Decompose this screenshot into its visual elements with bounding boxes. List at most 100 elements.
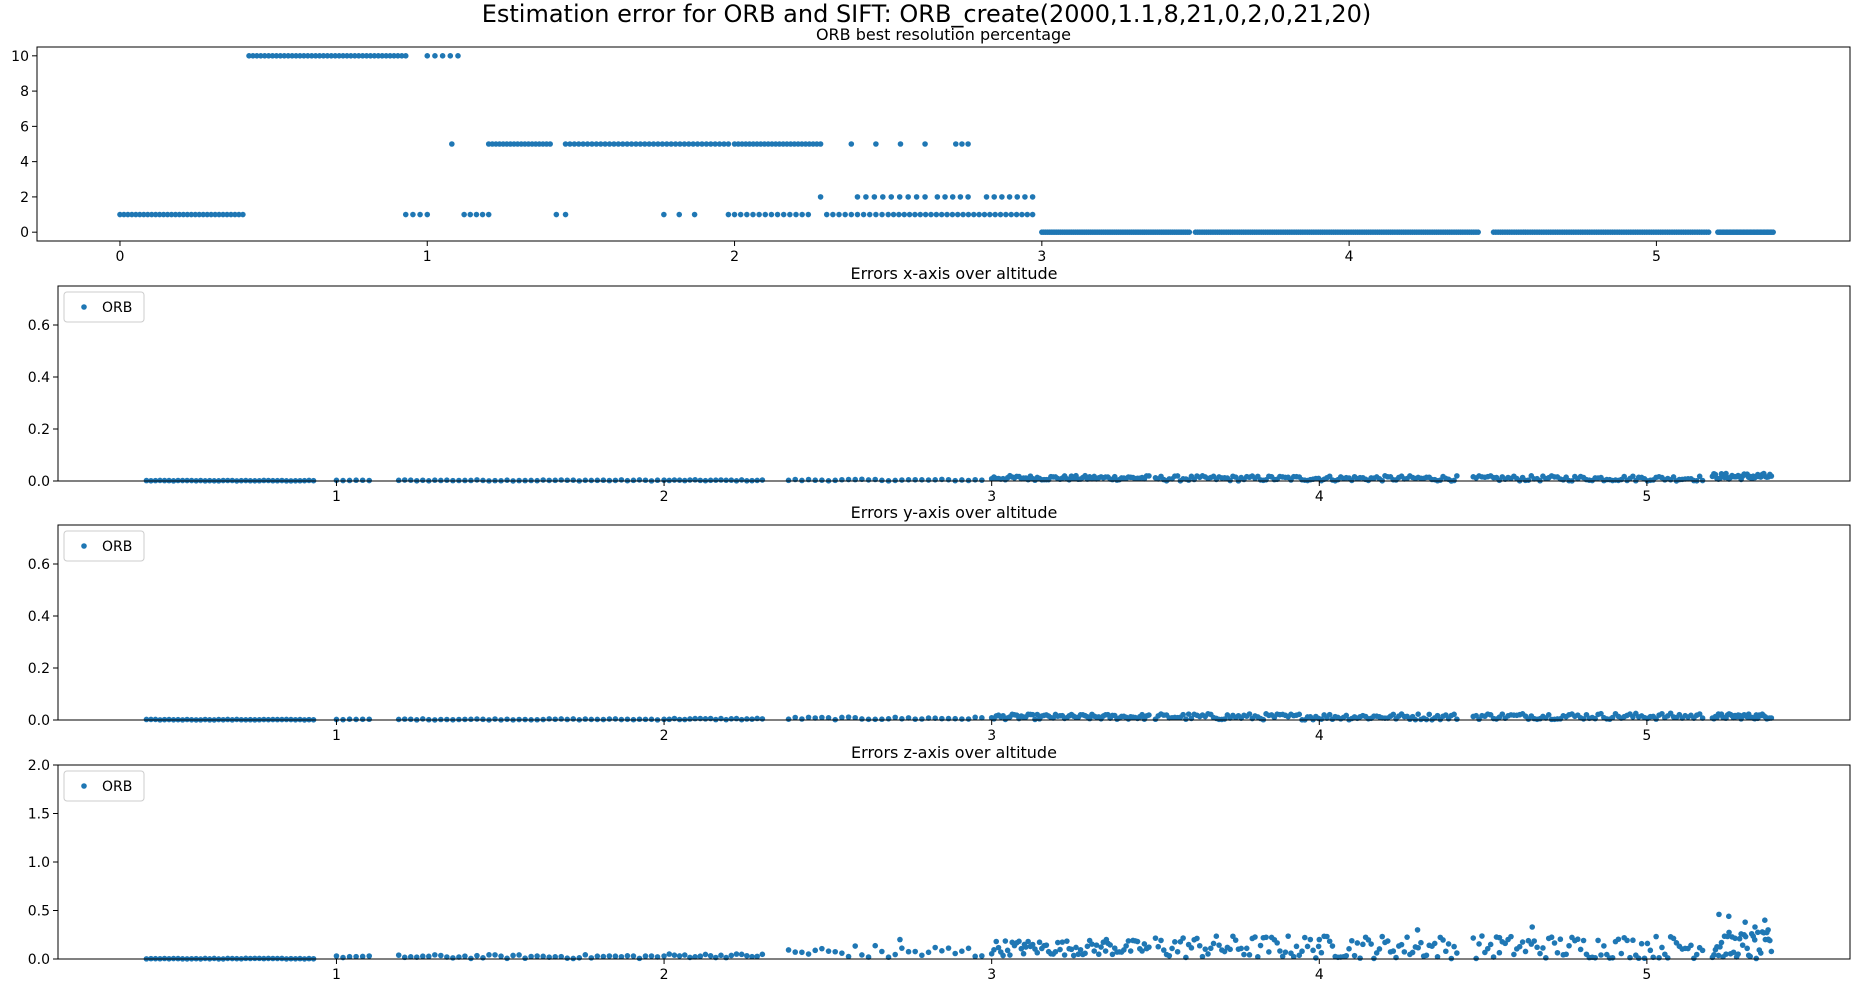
- data-point: [1054, 939, 1061, 946]
- data-point: [121, 211, 127, 218]
- data-point: [1739, 942, 1746, 948]
- data-point: [474, 952, 480, 959]
- data-point: [320, 53, 327, 59]
- data-point: [866, 211, 873, 218]
- data-point: [1139, 711, 1145, 718]
- data-point: [942, 194, 948, 200]
- data-point: [1313, 955, 1319, 961]
- data-point: [972, 953, 978, 960]
- data-point: [211, 955, 217, 962]
- data-point: [1484, 945, 1491, 952]
- y-tick-label: 0.2: [28, 661, 50, 677]
- data-point: [1277, 948, 1283, 954]
- data-point: [899, 716, 905, 722]
- data-point: [945, 476, 952, 483]
- data-point: [1717, 944, 1723, 950]
- data-point: [1659, 944, 1665, 951]
- data-point: [744, 211, 750, 218]
- data-point: [922, 194, 928, 200]
- data-point: [172, 211, 179, 218]
- data-point: [983, 194, 990, 200]
- data-point: [1216, 942, 1222, 948]
- data-point: [160, 211, 167, 218]
- data-point: [148, 211, 155, 218]
- x-tick-label: 5: [1642, 728, 1651, 744]
- data-point: [479, 211, 486, 218]
- x-tick-label: 4: [1345, 249, 1354, 265]
- data-point: [676, 716, 683, 723]
- data-point: [1241, 951, 1247, 958]
- subplots: ORB best resolution percentage 0 1 2 3 4 5 0 2 4 6…: [11, 25, 1851, 983]
- data-point: [1443, 948, 1449, 955]
- data-point: [324, 53, 331, 59]
- data-point: [879, 211, 885, 218]
- data-point: [1696, 711, 1703, 717]
- data-point: [419, 477, 426, 484]
- data-point: [1768, 715, 1775, 721]
- data-point: [1732, 935, 1738, 942]
- data-point: [570, 955, 577, 962]
- data-point: [346, 953, 353, 960]
- data-point: [965, 211, 972, 218]
- data-point: [885, 211, 891, 218]
- data-point: [348, 53, 354, 59]
- data-point: [1554, 949, 1561, 956]
- data-point: [401, 477, 408, 483]
- data-point: [672, 141, 679, 147]
- data-point: [925, 949, 932, 956]
- data-point: [1401, 949, 1408, 955]
- data-point: [825, 715, 832, 721]
- data-point: [366, 953, 373, 959]
- data-point: [606, 953, 613, 959]
- data-point: [1127, 948, 1134, 954]
- data-point: [1715, 952, 1722, 959]
- data-point: [812, 477, 819, 484]
- data-point: [939, 715, 945, 722]
- data-point: [395, 53, 401, 59]
- data-point: [366, 716, 373, 723]
- data-point: [407, 477, 414, 483]
- data-point: [799, 211, 805, 218]
- data-point: [995, 944, 1002, 951]
- data-point: [1595, 937, 1601, 944]
- data-point: [1188, 945, 1195, 951]
- data-point: [642, 953, 649, 959]
- data-point: [256, 955, 263, 962]
- data-point: [1670, 935, 1677, 942]
- data-point: [1445, 941, 1452, 947]
- data-point: [228, 211, 234, 218]
- data-point: [1299, 948, 1305, 955]
- data-point: [1664, 955, 1671, 961]
- data-point: [1029, 194, 1036, 200]
- data-point: [1415, 711, 1421, 717]
- data-point: [1531, 938, 1538, 944]
- data-point: [960, 211, 966, 218]
- data-point: [1022, 194, 1028, 200]
- data-point: [879, 716, 885, 723]
- data-point: [1243, 945, 1250, 952]
- data-point: [1384, 938, 1391, 944]
- data-point: [1373, 950, 1380, 956]
- data-point: [970, 211, 977, 218]
- data-point: [152, 716, 159, 723]
- data-point: [681, 952, 688, 958]
- data-point: [156, 211, 163, 218]
- data-point: [1360, 941, 1366, 948]
- data-point: [1029, 711, 1036, 718]
- data-point: [725, 141, 732, 147]
- figure-suptitle: Estimation error for ORB and SIFT: ORB_c…: [482, 0, 1372, 28]
- x-tick-label: 2: [660, 967, 669, 983]
- data-point: [355, 53, 362, 59]
- data-point: [1371, 955, 1377, 962]
- data-point: [1202, 946, 1209, 952]
- data-point: [399, 53, 405, 59]
- data-point: [456, 954, 462, 960]
- data-point: [136, 211, 143, 218]
- data-point: [407, 954, 414, 960]
- data-point: [1343, 952, 1350, 959]
- x-tick-label: 1: [332, 489, 341, 505]
- data-point: [852, 476, 859, 483]
- data-point: [575, 141, 582, 147]
- data-point: [681, 141, 688, 147]
- data-point: [774, 211, 781, 218]
